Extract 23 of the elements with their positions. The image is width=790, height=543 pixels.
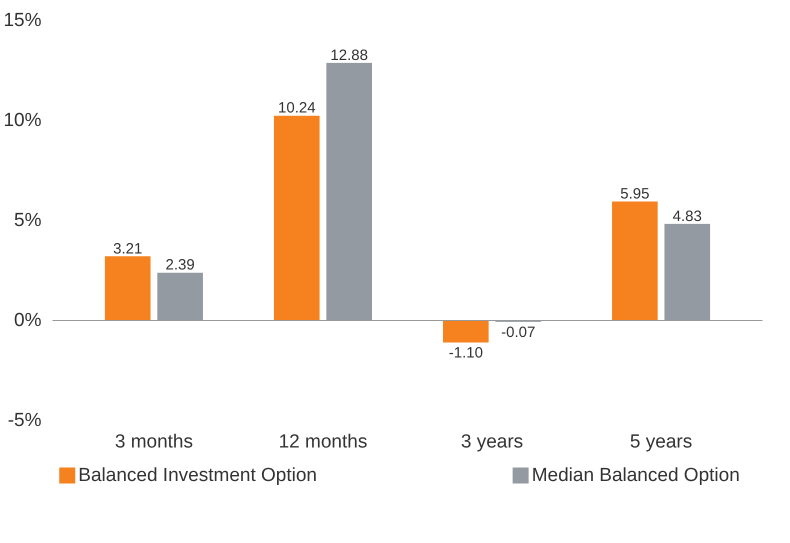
bar — [274, 116, 320, 320]
x-tick-label: 3 months — [114, 432, 194, 452]
y-tick-label: 5% — [14, 210, 42, 231]
data-label: -0.07 — [501, 324, 536, 341]
bar — [612, 202, 658, 320]
bar — [104, 256, 151, 320]
data-label: 3.21 — [113, 240, 142, 258]
data-label: 12.88 — [330, 46, 368, 64]
data-label: 2.39 — [166, 256, 195, 274]
x-tick-label: 5 years — [630, 432, 692, 452]
y-tick-label: 10% — [3, 110, 42, 131]
y-tick-label: -5% — [8, 410, 42, 431]
x-tick-label: 12 months — [278, 432, 368, 452]
data-label: 5.95 — [620, 186, 650, 202]
x-tick-label: 3 years — [460, 432, 524, 452]
y-tick-label: 15% — [3, 10, 42, 31]
y-tick-label: 0% — [14, 310, 42, 331]
legend-label: Balanced Investment Option — [78, 465, 318, 486]
data-label: 4.83 — [672, 208, 702, 225]
data-label: 10.24 — [278, 100, 316, 117]
data-label: -1.10 — [448, 344, 483, 362]
bar — [443, 320, 489, 342]
legend-label: Median Balanced Option — [532, 465, 740, 486]
